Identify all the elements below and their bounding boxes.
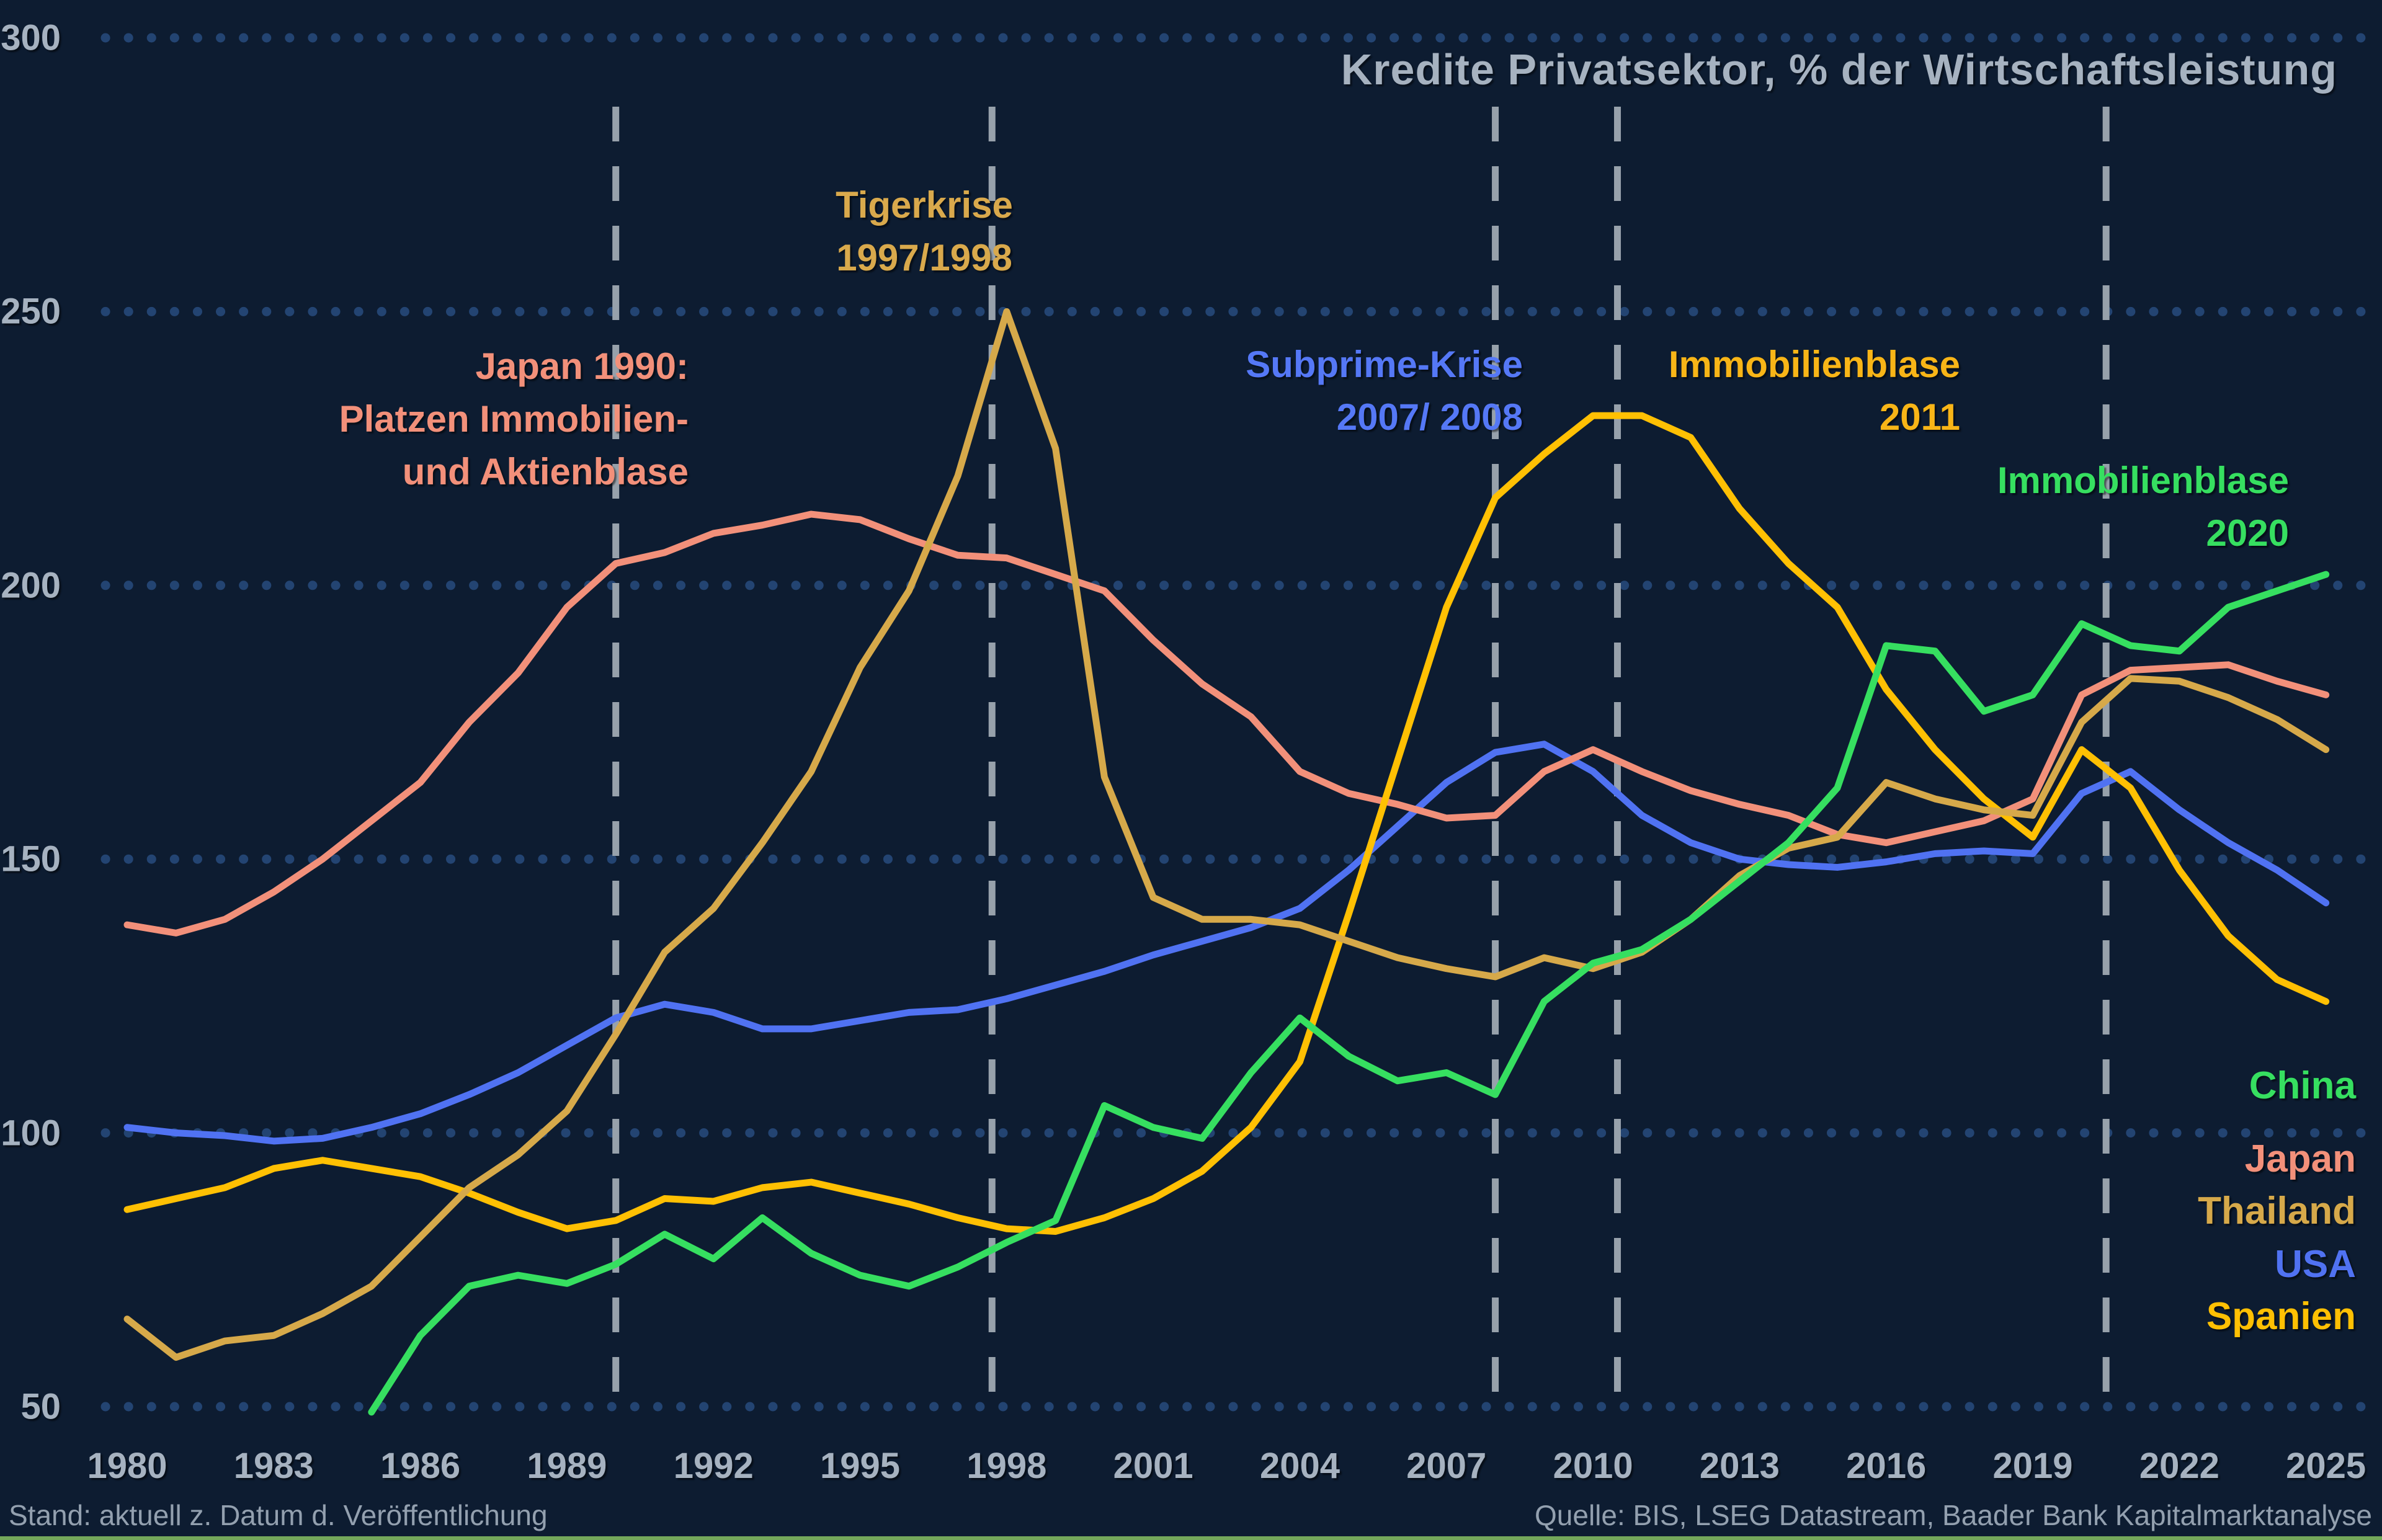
x-tick-label: 1995 — [820, 1446, 901, 1486]
annotation-immobilienblase-2020: Immobilienblase 2020 — [1960, 454, 2289, 559]
x-tick-label: 2022 — [2139, 1446, 2219, 1486]
y-tick-label: 300 — [1, 17, 61, 58]
footer-status: Stand: aktuell z. Datum d. Veröffentlich… — [9, 1499, 548, 1531]
x-tick-label: 2013 — [1699, 1446, 1780, 1486]
annotation-line: 2007/ 2008 — [1336, 396, 1523, 438]
series-thailand — [123, 308, 2330, 1361]
annotation-line: Immobilienblase — [1668, 344, 1960, 385]
annotation-line: Immobilienblase — [1997, 460, 2289, 501]
annotation-line: Subprime-Krise — [1246, 344, 1523, 385]
footer-source: Quelle: BIS, LSEG Datastream, Baader Ban… — [1535, 1499, 2372, 1531]
x-tick-label: 2025 — [2286, 1446, 2366, 1486]
y-tick-label: 100 — [1, 1113, 61, 1154]
x-tick-label: 1989 — [527, 1446, 607, 1486]
data-series — [123, 308, 2330, 1416]
series-japan — [123, 510, 2330, 937]
y-tick-label: 150 — [1, 839, 61, 879]
gridlines — [100, 33, 2382, 1412]
x-tick-label: 2001 — [1113, 1446, 1193, 1486]
annotation-tigerkrise: Tigerkrise 1997/1998 — [757, 179, 1092, 284]
series-china — [368, 571, 2330, 1416]
x-tick-label: 2019 — [1992, 1446, 2073, 1486]
annotation-japan-1990: Japan 1990: Platzen Immobilien- und Akti… — [236, 340, 689, 499]
page-title: Kredite Privatsektor, % der Wirtschaftsl… — [1340, 45, 2337, 94]
annotation-line: Platzen Immobilien- — [339, 398, 689, 440]
crisis-marker-lines — [612, 107, 2110, 1415]
annotation-immobilienblase-2011: Immobilienblase 2011 — [1631, 338, 1960, 443]
x-tick-label: 2016 — [1846, 1446, 1927, 1486]
x-tick-label: 1998 — [966, 1446, 1047, 1486]
x-tick-label: 1992 — [673, 1446, 754, 1486]
annotation-line: 2011 — [1879, 396, 1960, 438]
annotation-line: und Aktienblase — [402, 451, 689, 493]
x-tick-label: 1986 — [380, 1446, 461, 1486]
annotation-subprime-krise: Subprime-Krise 2007/ 2008 — [1185, 338, 1523, 443]
annotation-line: 1997/1998 — [836, 237, 1012, 279]
x-tick-label: 2010 — [1553, 1446, 1633, 1486]
bottom-border-line — [0, 1536, 2382, 1540]
y-tick-label: 200 — [1, 565, 61, 606]
annotation-line: Tigerkrise — [836, 184, 1013, 226]
series-usa — [123, 741, 2330, 1145]
annotation-line: Japan 1990: — [475, 345, 689, 387]
annotation-line: 2020 — [2206, 512, 2289, 554]
x-tick-label: 2007 — [1406, 1446, 1487, 1486]
x-tick-label: 2004 — [1259, 1446, 1340, 1486]
x-tick-label: 1980 — [87, 1446, 167, 1486]
x-tick-label: 1983 — [233, 1446, 314, 1486]
y-tick-label: 50 — [20, 1386, 61, 1427]
series-spanien — [123, 412, 2330, 1235]
y-tick-label: 250 — [1, 291, 61, 332]
